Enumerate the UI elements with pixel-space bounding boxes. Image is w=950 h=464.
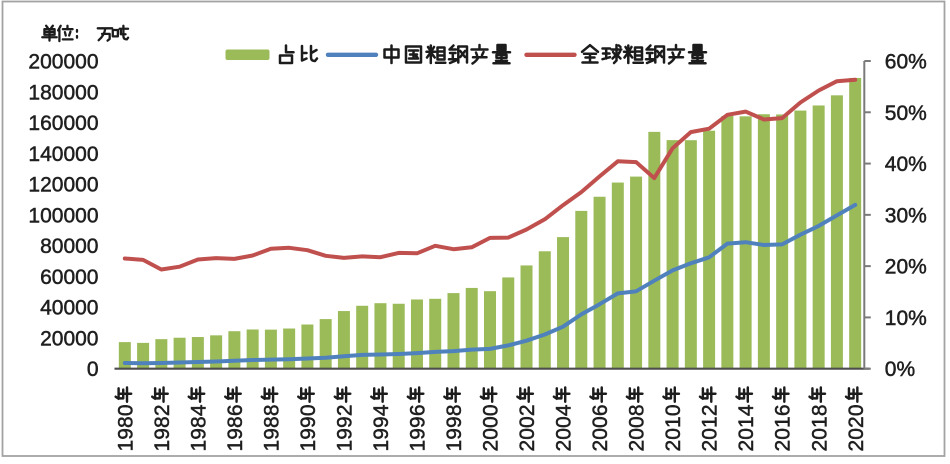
svg-text:1992: 1992 xyxy=(334,404,357,451)
svg-text:0%: 0% xyxy=(885,358,915,381)
svg-text:2004: 2004 xyxy=(553,404,576,451)
svg-text:1990: 1990 xyxy=(297,404,320,451)
svg-text:40000: 40000 xyxy=(40,297,98,320)
svg-text:1980: 1980 xyxy=(114,404,137,451)
svg-text:60%: 60% xyxy=(885,51,927,74)
svg-text:180000: 180000 xyxy=(28,81,98,104)
svg-text:1988: 1988 xyxy=(261,404,284,451)
svg-text:2010: 2010 xyxy=(662,404,685,451)
svg-text:1994: 1994 xyxy=(370,404,393,451)
svg-text:60000: 60000 xyxy=(40,266,98,289)
svg-text:2016: 2016 xyxy=(772,404,795,451)
svg-text:120000: 120000 xyxy=(28,174,98,197)
svg-text:140000: 140000 xyxy=(28,143,98,166)
svg-text:2014: 2014 xyxy=(735,404,758,451)
svg-text:160000: 160000 xyxy=(28,112,98,135)
svg-text:200000: 200000 xyxy=(28,51,98,74)
svg-text:1998: 1998 xyxy=(443,404,466,451)
svg-text:1984: 1984 xyxy=(187,404,210,451)
svg-text:1982: 1982 xyxy=(151,404,174,451)
svg-text:20%: 20% xyxy=(885,256,927,279)
svg-text:50%: 50% xyxy=(885,102,927,125)
svg-text:2000: 2000 xyxy=(480,404,503,451)
svg-text:2012: 2012 xyxy=(699,404,722,451)
svg-text:1996: 1996 xyxy=(407,404,430,451)
svg-text:100000: 100000 xyxy=(28,204,98,227)
svg-text:2002: 2002 xyxy=(516,404,539,451)
svg-text:2020: 2020 xyxy=(845,404,868,451)
svg-text:1986: 1986 xyxy=(224,404,247,451)
svg-text:40%: 40% xyxy=(885,153,927,176)
svg-text:30%: 30% xyxy=(885,204,927,227)
svg-text:20000: 20000 xyxy=(40,327,98,350)
svg-text:2018: 2018 xyxy=(808,404,831,451)
svg-text:0: 0 xyxy=(87,358,99,381)
svg-text:2008: 2008 xyxy=(626,404,649,451)
svg-text:2006: 2006 xyxy=(589,404,612,451)
svg-text:10%: 10% xyxy=(885,307,927,330)
svg-text:80000: 80000 xyxy=(40,235,98,258)
